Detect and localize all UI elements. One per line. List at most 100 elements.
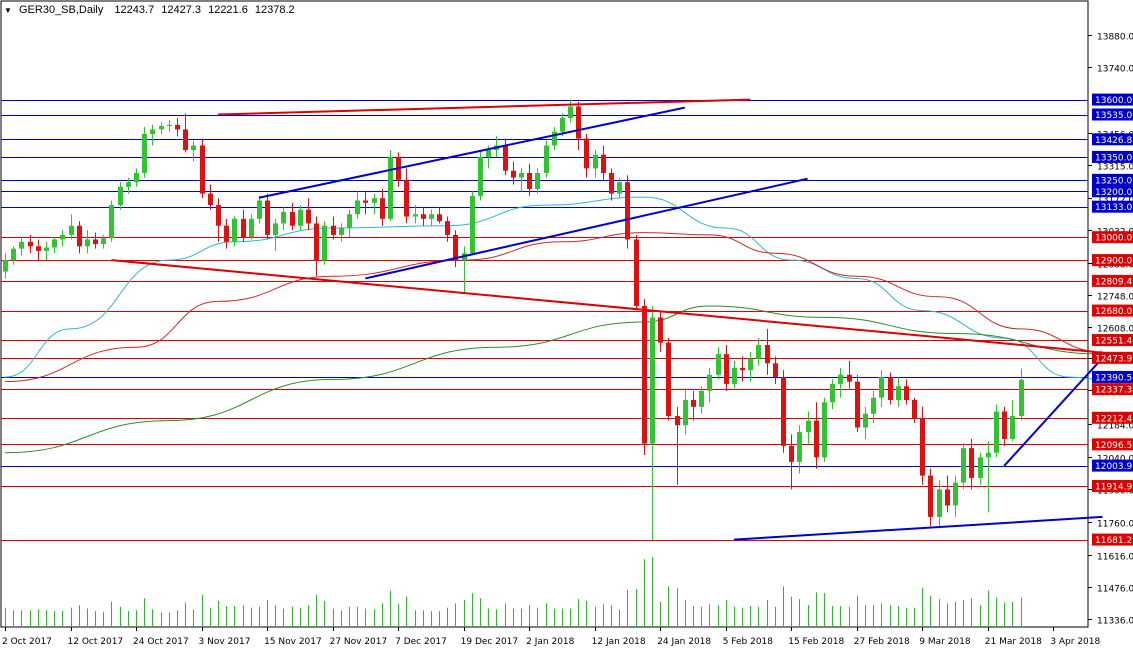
candle-body [77,225,82,247]
candle-body [953,482,958,506]
candle-body [216,205,221,226]
level-tag-text: 13350.0 [1095,153,1132,163]
candle-body [830,383,835,403]
candle-body [740,367,745,371]
candle-body [789,445,794,462]
candle-body [159,125,164,130]
trendlines [111,98,1104,541]
level-tag-text: 13250.0 [1095,176,1132,186]
candle-body [19,241,24,249]
time-tick-label: 12 Oct 2017 [68,637,124,647]
candle-body [249,218,254,238]
candle-body [683,399,688,426]
time-tick-label: 15 Nov 2017 [264,637,322,647]
candle-body [3,260,8,272]
candle-body [257,200,262,219]
candle-body [1019,379,1024,417]
candle-body [101,238,106,245]
candle-body [781,377,786,446]
time-tick-label: 21 Mar 2018 [985,637,1042,647]
candle-body [380,198,385,219]
trendline [1003,357,1104,467]
level-tag-text: 12473.9 [1095,354,1132,364]
candle-body [503,145,508,171]
candle-body [765,344,770,364]
level-tag-text: 12337.3 [1095,386,1132,396]
candle-body [208,193,213,206]
candle-body [363,200,368,203]
candle-body [773,363,778,378]
collapse-triangle-icon[interactable]: ▼ [4,6,12,15]
level-tag [1092,150,1133,163]
candle-body [658,317,663,343]
level-tag [1092,351,1133,364]
candle-body [928,475,933,517]
level-tag [1092,133,1133,146]
price-tick-label: 13740.0 [1097,65,1133,75]
level-tag [1092,411,1133,424]
time-tick-label: 27 Feb 2018 [854,637,910,647]
candle-body [445,221,450,235]
candle-body [69,225,74,235]
candle-body [85,239,90,247]
candle-body [60,234,65,240]
candle-body [994,411,999,453]
candle-body [314,223,319,261]
time-axis: 2 Oct 2017 12 Oct 2017 24 Oct 2017 3 Nov 20… [2,627,1101,647]
candle-body [200,145,205,194]
price-tick-label: 13172.0 [1097,196,1133,206]
candle-body [298,209,303,226]
candle-body [290,211,295,226]
moving-averages [4,196,1103,454]
level-tag [1092,370,1133,383]
candle-body [535,172,540,190]
time-tick-label: 12 Jan 2018 [592,637,646,647]
level-tag-text: 12390.5 [1095,373,1132,383]
level-tag [1092,480,1133,493]
candle-body [322,225,327,261]
candle-body [863,413,868,428]
price-tick-label: 11336.0 [1097,617,1133,627]
level-tag-text: 13600.0 [1095,96,1132,106]
level-tag [1092,200,1133,213]
price-tick-label: 12748.0 [1097,293,1133,303]
candle-body [576,106,581,139]
chart-header: ▼ GER30_SB,Daily 12243.7 12427.3 12221.6… [4,4,299,16]
trendline [733,515,1103,541]
time-tick-label: 9 Mar 2018 [919,637,971,647]
plot-frame [0,0,1089,628]
high-value: 12427.3 [161,4,202,16]
price-tick-label: 13315.0 [1097,163,1133,173]
candle-body [544,145,549,173]
candle-body [36,246,41,251]
level-tag-text: 12551.4 [1095,337,1132,347]
candle-body [175,124,180,130]
level-tag [1092,438,1133,451]
candle-body [142,133,147,173]
time-tick-label: 15 Feb 2018 [788,637,844,647]
trendline [217,98,751,116]
candle-body [355,200,360,215]
candle-body [429,214,434,219]
candle-body [748,358,753,371]
trendline [258,106,685,199]
candle-body [93,239,98,245]
candle-body [707,374,712,391]
moving-average-line [4,232,1103,383]
candle-body [453,234,458,261]
candle-body [347,214,352,229]
candle-body [388,156,393,219]
candle-body [1002,411,1007,439]
time-tick-label: 3 Nov 2017 [199,637,251,647]
level-tag-text: 12680.0 [1095,307,1132,317]
candle-body [486,150,491,157]
candle-body [273,223,278,235]
candle-body [28,241,33,247]
candle-body [912,399,917,419]
candle-body [511,170,516,178]
level-tag-text: 12900.0 [1095,257,1132,267]
level-tag-text: 11681.2 [1095,536,1132,546]
candle-body [339,228,344,235]
